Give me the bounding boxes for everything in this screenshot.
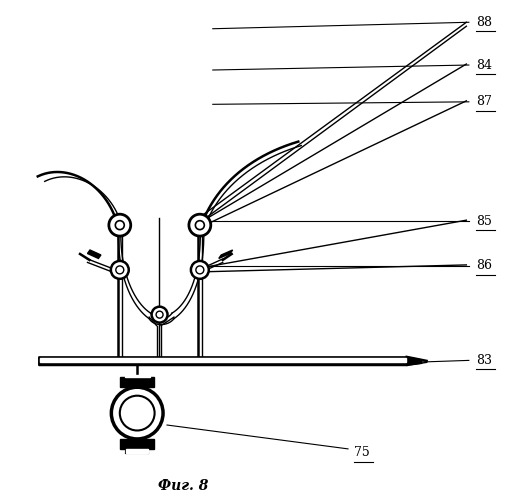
Polygon shape <box>120 439 154 449</box>
Text: 88: 88 <box>476 16 492 29</box>
Circle shape <box>111 261 129 279</box>
Polygon shape <box>126 449 148 453</box>
Circle shape <box>195 220 204 230</box>
Circle shape <box>189 214 211 236</box>
Circle shape <box>191 261 209 279</box>
Circle shape <box>116 266 124 274</box>
Circle shape <box>109 214 131 236</box>
Text: 87: 87 <box>476 96 492 108</box>
Text: Фиг. 8: Фиг. 8 <box>158 479 208 493</box>
Polygon shape <box>39 357 422 366</box>
Circle shape <box>152 306 167 322</box>
Circle shape <box>111 387 163 439</box>
Circle shape <box>196 266 204 274</box>
Text: 83: 83 <box>476 354 492 367</box>
Text: 86: 86 <box>476 260 492 272</box>
Circle shape <box>120 396 154 430</box>
Text: 85: 85 <box>476 214 492 228</box>
Circle shape <box>116 220 124 230</box>
Polygon shape <box>219 250 233 258</box>
Circle shape <box>156 311 163 318</box>
Text: 75: 75 <box>354 446 370 460</box>
Polygon shape <box>120 378 154 387</box>
Polygon shape <box>40 358 406 362</box>
Polygon shape <box>88 250 101 258</box>
Polygon shape <box>125 375 150 378</box>
Text: 84: 84 <box>476 58 492 71</box>
